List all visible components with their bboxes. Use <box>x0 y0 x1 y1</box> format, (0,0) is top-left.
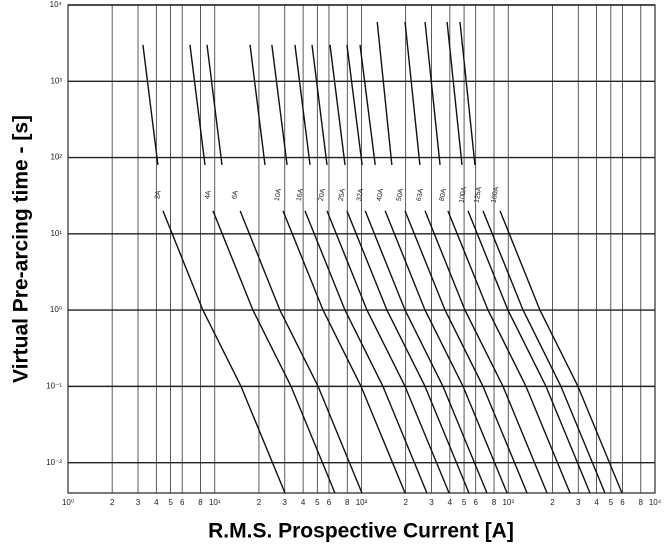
x-tick-label: 6 <box>180 498 185 507</box>
y-tick-label: 10³ <box>50 76 62 85</box>
x-tick-label: 3 <box>283 498 288 507</box>
x-tick-label: 2 <box>257 498 262 507</box>
curve-label: 4A <box>204 190 212 200</box>
y-tick-label: 10⁻² <box>46 458 62 467</box>
x-tick-label: 8 <box>492 498 497 507</box>
x-tick-label: 8 <box>345 498 350 507</box>
curve-label: 63A <box>416 188 425 202</box>
x-tick-label: 5 <box>315 498 320 507</box>
fuse-curve <box>294 44 450 494</box>
x-tick-label: 10⁴ <box>649 498 662 507</box>
curve-label: 160A <box>491 186 501 204</box>
x-tick-label: 3 <box>136 498 141 507</box>
fuse-curve <box>404 21 571 494</box>
curve-label: 16A <box>296 188 305 202</box>
curve-label: 6A <box>231 190 239 200</box>
curve-label: 50A <box>396 188 405 202</box>
y-tick-label: 10¹ <box>50 229 62 238</box>
x-tick-label: 2 <box>110 498 115 507</box>
x-tick-label: 4 <box>301 498 306 507</box>
x-tick-label: 4 <box>594 498 599 507</box>
x-tick-label: 10¹ <box>209 498 221 507</box>
curve-label: 100A <box>458 186 468 204</box>
x-tick-label: 8 <box>198 498 203 507</box>
x-tick-label: 3 <box>576 498 581 507</box>
y-tick-label: 10⁻¹ <box>46 381 62 390</box>
x-tick-label: 8 <box>639 498 644 507</box>
fuse-curve <box>359 44 528 494</box>
fuse-curve <box>206 44 363 494</box>
x-tick-label: 10³ <box>502 498 514 507</box>
x-tick-label: 4 <box>448 498 453 507</box>
fuse-curve <box>271 44 428 494</box>
x-tick-label: 5 <box>609 498 614 507</box>
y-tick-label: 10⁰ <box>50 305 62 314</box>
x-tick-label: 2 <box>403 498 408 507</box>
fuse-curve <box>329 44 488 494</box>
fuse-curve <box>424 21 591 494</box>
y-tick-label: 10² <box>50 153 62 162</box>
curve-label: 32A <box>356 188 365 202</box>
x-tick-label: 6 <box>327 498 332 507</box>
x-tick-label: 6 <box>473 498 478 507</box>
fuse-curve <box>189 44 336 494</box>
curve-label: 80A <box>439 188 448 202</box>
curve-label: 125A <box>473 186 483 204</box>
fuse-curve <box>346 44 508 494</box>
x-tick-label: 10⁰ <box>62 498 74 507</box>
fuse-curve <box>459 21 623 494</box>
x-tick-label: 3 <box>429 498 434 507</box>
x-tick-label: 10² <box>356 498 368 507</box>
x-tick-label: 5 <box>168 498 173 507</box>
fuse-curve <box>249 44 406 494</box>
curve-label: 40A <box>376 188 385 202</box>
x-tick-label: 4 <box>154 498 159 507</box>
curve-label: 10A <box>274 188 283 202</box>
fuse-curve <box>142 44 286 494</box>
curve-label: 25A <box>338 188 347 202</box>
x-tick-label: 5 <box>462 498 467 507</box>
curve-label: 2A <box>154 190 162 200</box>
x-tick-label: 2 <box>550 498 555 507</box>
y-axis-title: Virtual Pre-arcing time - [s] <box>10 115 33 383</box>
fuse-curve <box>311 44 470 494</box>
curve-label: 20A <box>318 188 327 202</box>
fuse-curve <box>376 21 548 494</box>
x-tick-label: 6 <box>620 498 625 507</box>
x-axis-title: R.M.S. Prospective Current [A] <box>208 520 514 543</box>
fuse-curve <box>446 21 606 494</box>
y-tick-label: 10⁴ <box>50 0 63 9</box>
